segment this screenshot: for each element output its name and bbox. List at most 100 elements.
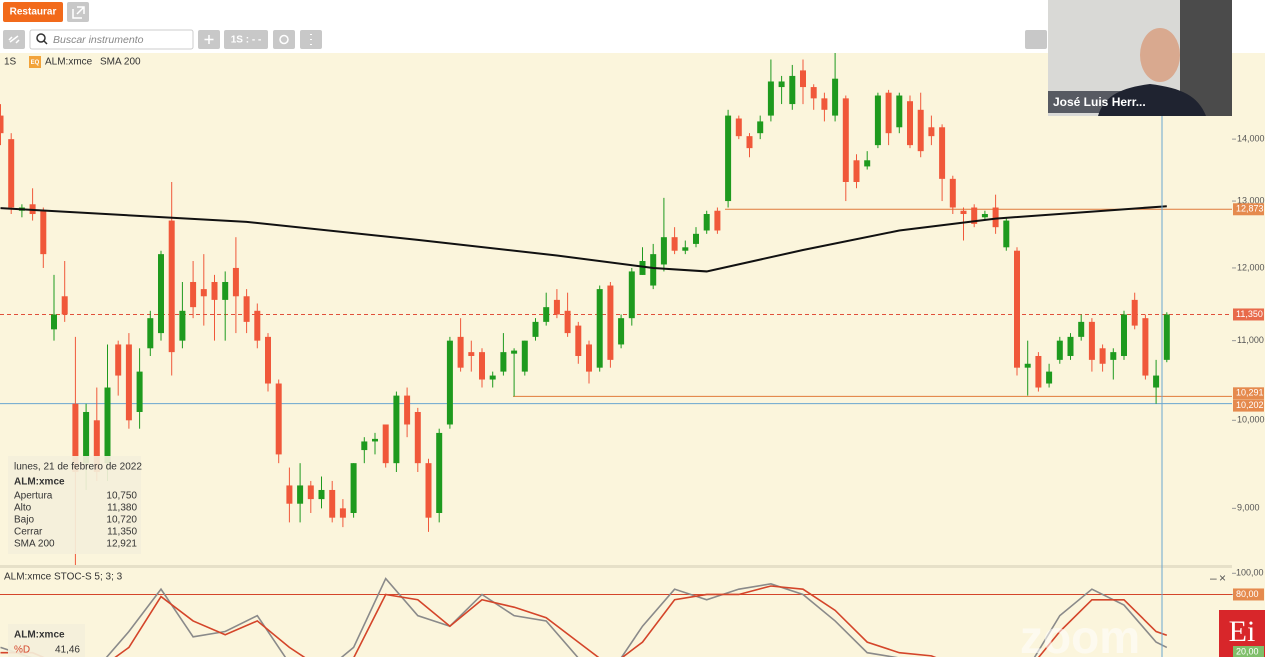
search-placeholder: Buscar instrumento: [53, 34, 144, 46]
watermark: zoom: [1020, 611, 1140, 657]
candle-body: [307, 485, 314, 500]
candle-body: [179, 310, 186, 341]
candle-body: [981, 214, 988, 218]
candle-body: [586, 344, 592, 372]
tooltip-instrument: ALM:xmce: [14, 477, 65, 488]
candle-body: [436, 432, 443, 513]
candle-body: [125, 344, 132, 421]
candle-body: [404, 395, 411, 425]
candle-body: [0, 115, 4, 134]
candle-body: [51, 314, 57, 330]
candle-body: [928, 127, 935, 137]
candle-body: [1035, 355, 1042, 388]
sma-line: [0, 205, 1167, 273]
candle-body: [810, 87, 817, 99]
candle-body: [1153, 375, 1160, 388]
candle-body: [372, 438, 378, 442]
search-box[interactable]: [29, 29, 194, 50]
candle-body: [864, 160, 871, 167]
candle-body: [339, 508, 346, 518]
candle-body: [511, 350, 518, 354]
candle-body: [1099, 348, 1106, 364]
restore-label: Restaurar: [10, 7, 57, 18]
candle-body: [971, 207, 978, 224]
tooltip-row-label: Alto: [14, 503, 32, 514]
candle-body: [789, 75, 796, 105]
stoch-line: [0, 577, 1168, 657]
candle-body: [917, 109, 924, 152]
level-tag: [1233, 387, 1264, 400]
candle-body: [83, 411, 90, 464]
candle-body: [211, 281, 218, 300]
y-tick-label: 9,000: [1237, 503, 1260, 513]
candle-body: [115, 344, 122, 376]
candle-body: [842, 98, 849, 182]
tooltip-row-label: SMA 200: [14, 539, 55, 550]
refresh-icon: [279, 34, 289, 45]
candle-body: [147, 318, 154, 349]
search-icon: [36, 33, 46, 43]
candle-body: [286, 485, 293, 504]
level-tag: [1233, 588, 1264, 601]
candle-body: [1046, 371, 1053, 384]
layout-button[interactable]: [1025, 30, 1047, 49]
candle-body: [521, 340, 528, 372]
candle-body: [200, 289, 207, 297]
badge-bg: [29, 56, 41, 68]
tooltip-row-value: 12,921: [106, 539, 137, 550]
candle-body: [457, 336, 464, 368]
add-icon: [204, 35, 214, 44]
minimize-button[interactable]: –: [1210, 571, 1217, 585]
candle-body: [682, 247, 689, 251]
candle-body: [479, 352, 485, 380]
candle-body: [265, 336, 271, 384]
candle-body: [735, 118, 742, 137]
candle-body: [500, 352, 507, 372]
candle-body: [1078, 321, 1085, 337]
tooltip-date: lunes, 21 de febrero de 2022: [14, 462, 142, 473]
candle-body: [907, 101, 913, 146]
y-tick-label: 80,00: [1236, 589, 1259, 599]
video-name: José Luis Herr...: [1053, 95, 1146, 109]
candle-body: [693, 233, 699, 244]
refresh-button[interactable]: [273, 30, 295, 49]
tooltip-row-label: Cerrar: [14, 527, 43, 538]
popout-icon: [72, 6, 85, 19]
candle-body: [275, 383, 282, 455]
candle-body: [72, 403, 79, 473]
badge: EQ: [31, 60, 40, 66]
candle-body: [136, 371, 143, 412]
candle-body: [671, 237, 678, 251]
candle-body: [1024, 363, 1031, 368]
candle-body: [468, 352, 475, 356]
y-tick-label: 14,000: [1237, 134, 1265, 144]
y-tick-label: 12,000: [1237, 262, 1265, 272]
search-icon: [43, 40, 48, 45]
candle-body: [660, 237, 667, 265]
candle-body: [361, 441, 368, 451]
restore-button[interactable]: [3, 2, 63, 22]
level-label: 12,873: [1236, 204, 1264, 214]
candle-body: [607, 285, 614, 360]
candle-body: [297, 485, 304, 504]
candle-body: [832, 78, 839, 116]
candle-body: [8, 139, 15, 208]
interval-label: 1S : - -: [231, 35, 262, 46]
candle-body: [725, 115, 732, 202]
tooltip-row-label: Apertura: [14, 491, 53, 502]
interval-button[interactable]: [224, 30, 268, 49]
candle-body: [532, 321, 539, 337]
level-tag: [1233, 646, 1264, 657]
panel-divider: [0, 565, 1232, 568]
candle-body: [425, 463, 432, 518]
axis-bg: [1232, 53, 1265, 657]
tooltip-box: [8, 456, 141, 554]
video-tile: José Luis Herr...: [1048, 0, 1232, 116]
candle-body: [757, 121, 764, 134]
tooltip-row-value: 11,350: [107, 527, 137, 538]
candle-body: [414, 411, 421, 464]
candle-body: [564, 310, 571, 334]
close-button[interactable]: ×: [1219, 571, 1226, 585]
candle-body: [553, 299, 560, 315]
